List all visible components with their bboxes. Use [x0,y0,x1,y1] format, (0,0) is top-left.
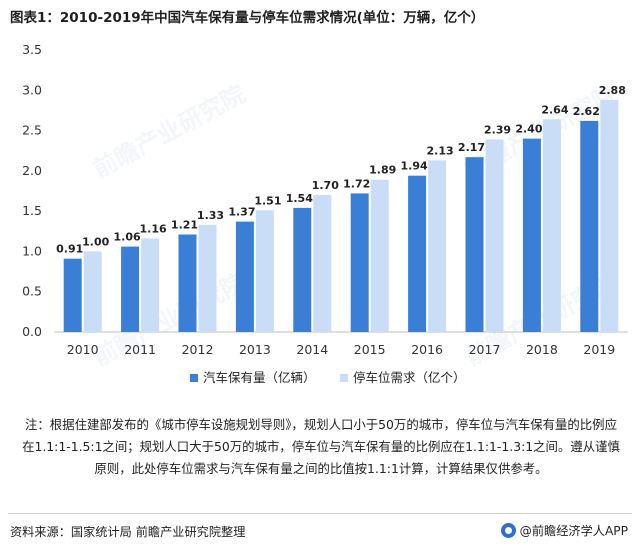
y-tick-label: 1.0 [22,243,42,258]
bar [178,234,197,332]
bar [600,99,619,332]
bar [63,258,82,332]
data-label: 1.37 [228,206,255,219]
brand-logo-icon [500,522,516,538]
bar [141,238,160,332]
footer-divider [8,513,632,514]
data-label: 2.39 [484,123,511,136]
data-label: 1.33 [197,209,224,222]
data-label: 1.72 [343,177,370,190]
x-tick-label: 2018 [526,342,558,357]
data-label: 1.94 [401,160,428,173]
bar [465,157,484,332]
legend-label: 汽车保有量（亿辆） [203,370,316,385]
data-label: 2.62 [573,105,600,118]
y-tick-label: 0.5 [22,284,42,299]
data-label: 1.21 [171,219,198,232]
data-label: 0.91 [56,243,83,256]
bar [83,251,102,332]
data-label: 2.88 [599,84,626,97]
x-tick-label: 2016 [411,342,443,357]
x-tick-label: 2015 [354,342,386,357]
y-tick-label: 3.5 [22,42,42,57]
chart-note: 注：根据住建部发布的《城市停车设施规划导则》，规划人口小于50万的城市，停车位与… [22,417,620,476]
chart-title: 图表1：2010-2019年中国汽车保有量与停车位需求情况(单位：万辆，亿个） [10,10,485,26]
bar [408,175,427,332]
bar [580,120,599,332]
legend-swatch [340,374,348,382]
data-label: 1.54 [286,192,313,205]
bar [121,246,140,332]
credit-text: @前瞻经济学人APP [519,524,628,538]
data-label: 1.51 [254,194,281,207]
bar [485,139,504,332]
legend-label: 停车位需求（亿个） [353,370,466,385]
data-label: 1.06 [114,231,141,244]
x-tick-label: 2014 [296,342,328,357]
x-tick-label: 2010 [67,342,99,357]
bar [313,195,332,332]
bar [235,221,254,332]
y-tick-label: 2.5 [22,123,42,138]
data-label: 1.16 [140,223,167,236]
data-label: 2.13 [427,144,454,157]
x-tick-label: 2012 [182,342,214,357]
x-tick-label: 2013 [239,342,271,357]
bar [255,210,274,332]
bar [542,119,561,332]
bar [350,193,369,332]
data-label: 1.89 [369,164,396,177]
x-tick-label: 2011 [124,342,156,357]
y-tick-label: 2.0 [22,163,42,178]
legend-swatch [190,374,198,382]
data-label: 2.17 [458,141,485,154]
bar [522,138,541,332]
data-source: 资料来源：国家统计局 前瞻产业研究院整理 [10,525,246,539]
bar-chart: 0.0 0.5 1.0 1.5 2.0 2.5 3.0 3.5 0.911.00 2010 1.06… [22,42,628,385]
data-label: 1.70 [312,179,339,192]
bar [198,224,217,332]
data-label: 2.40 [515,123,542,136]
credit: @前瞻经济学人APP [500,521,628,539]
y-tick-label: 0.0 [22,324,42,339]
data-label: 2.64 [541,103,568,116]
x-tick-label: 2017 [469,342,501,357]
y-tick-label: 1.5 [22,203,42,218]
x-tick-label: 2019 [583,342,615,357]
bar [370,179,389,332]
y-tick-label: 3.0 [22,82,42,97]
bar [293,207,312,332]
bar [428,160,447,332]
data-label: 1.00 [82,235,109,248]
